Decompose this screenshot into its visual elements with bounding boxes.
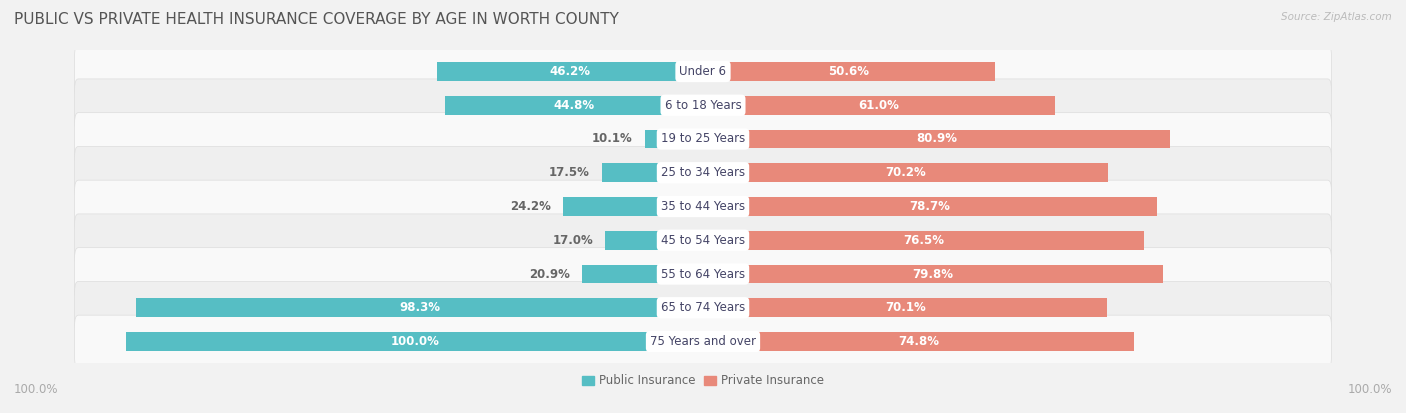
Bar — [136, 299, 703, 317]
Text: 45 to 54 Years: 45 to 54 Years — [661, 234, 745, 247]
Text: 61.0%: 61.0% — [859, 99, 900, 112]
Text: 55 to 64 Years: 55 to 64 Years — [661, 268, 745, 280]
FancyBboxPatch shape — [75, 79, 1331, 132]
Bar — [703, 332, 1135, 351]
Bar — [703, 299, 1108, 317]
Text: 100.0%: 100.0% — [391, 335, 439, 348]
Text: 44.8%: 44.8% — [553, 99, 595, 112]
Text: 100.0%: 100.0% — [1347, 384, 1392, 396]
Text: Under 6: Under 6 — [679, 65, 727, 78]
Text: 25 to 34 Years: 25 to 34 Years — [661, 166, 745, 179]
Text: 79.8%: 79.8% — [912, 268, 953, 280]
FancyBboxPatch shape — [75, 248, 1331, 300]
Text: 17.5%: 17.5% — [550, 166, 591, 179]
FancyBboxPatch shape — [75, 147, 1331, 199]
Bar — [703, 197, 1157, 216]
Text: 46.2%: 46.2% — [550, 65, 591, 78]
Bar — [645, 130, 703, 148]
Bar — [444, 96, 703, 114]
Text: 76.5%: 76.5% — [903, 234, 943, 247]
Text: PUBLIC VS PRIVATE HEALTH INSURANCE COVERAGE BY AGE IN WORTH COUNTY: PUBLIC VS PRIVATE HEALTH INSURANCE COVER… — [14, 12, 619, 27]
Text: 6 to 18 Years: 6 to 18 Years — [665, 99, 741, 112]
FancyBboxPatch shape — [75, 45, 1331, 98]
Text: 19 to 25 Years: 19 to 25 Years — [661, 133, 745, 145]
Bar — [436, 62, 703, 81]
Bar — [127, 332, 703, 351]
Text: 78.7%: 78.7% — [910, 200, 950, 213]
Bar — [703, 164, 1108, 182]
Bar — [703, 231, 1144, 249]
Bar — [602, 164, 703, 182]
Text: 100.0%: 100.0% — [14, 384, 59, 396]
Text: 20.9%: 20.9% — [530, 268, 571, 280]
Text: 24.2%: 24.2% — [510, 200, 551, 213]
Bar — [605, 231, 703, 249]
Text: 98.3%: 98.3% — [399, 301, 440, 314]
Bar — [703, 130, 1170, 148]
Text: 70.2%: 70.2% — [884, 166, 925, 179]
Text: 65 to 74 Years: 65 to 74 Years — [661, 301, 745, 314]
Bar — [564, 197, 703, 216]
Bar — [703, 62, 995, 81]
Bar — [703, 96, 1054, 114]
Text: 35 to 44 Years: 35 to 44 Years — [661, 200, 745, 213]
Text: Source: ZipAtlas.com: Source: ZipAtlas.com — [1281, 12, 1392, 22]
FancyBboxPatch shape — [75, 180, 1331, 233]
FancyBboxPatch shape — [75, 315, 1331, 368]
FancyBboxPatch shape — [75, 281, 1331, 334]
Text: 74.8%: 74.8% — [898, 335, 939, 348]
Text: 10.1%: 10.1% — [592, 133, 633, 145]
Bar — [703, 265, 1163, 283]
Text: 75 Years and over: 75 Years and over — [650, 335, 756, 348]
Text: 70.1%: 70.1% — [884, 301, 925, 314]
Text: 50.6%: 50.6% — [828, 65, 869, 78]
Text: 80.9%: 80.9% — [915, 133, 956, 145]
FancyBboxPatch shape — [75, 113, 1331, 165]
Bar — [582, 265, 703, 283]
Legend: Public Insurance, Private Insurance: Public Insurance, Private Insurance — [578, 370, 828, 392]
FancyBboxPatch shape — [75, 214, 1331, 266]
Text: 17.0%: 17.0% — [553, 234, 593, 247]
